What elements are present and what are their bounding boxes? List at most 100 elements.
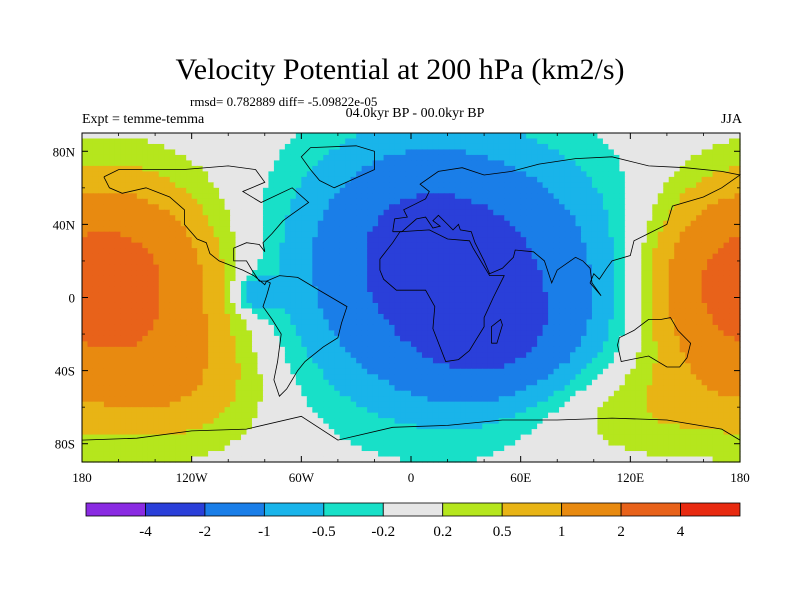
field-cell	[378, 259, 385, 266]
field-cell	[509, 319, 516, 326]
field-cell	[657, 335, 664, 342]
field-cell	[262, 324, 270, 331]
field-cell	[624, 352, 631, 359]
field-cell	[131, 193, 138, 200]
field-cell	[339, 193, 346, 200]
field-cell	[389, 281, 396, 288]
field-cell	[356, 330, 363, 337]
field-cell	[219, 302, 226, 310]
field-cell	[389, 187, 396, 194]
field-cell	[712, 324, 719, 331]
field-cell	[92, 346, 100, 353]
field-cell	[153, 330, 160, 337]
field-cell	[723, 275, 730, 282]
field-cell	[197, 335, 204, 342]
field-cell	[82, 286, 89, 293]
field-cell	[125, 319, 132, 326]
field-cell	[559, 270, 566, 277]
field-cell	[416, 138, 423, 145]
field-cell	[504, 182, 511, 189]
field-cell	[147, 165, 154, 172]
field-cell	[383, 346, 390, 353]
field-cell	[668, 154, 675, 162]
field-cell	[306, 143, 313, 151]
field-cell	[367, 264, 374, 271]
field-cell	[504, 302, 511, 310]
field-cell	[729, 330, 736, 337]
field-cell	[416, 341, 423, 348]
field-cell	[356, 138, 363, 145]
field-cell	[630, 270, 637, 277]
field-cell	[103, 270, 111, 277]
field-cell	[284, 330, 291, 337]
field-cell	[147, 209, 154, 216]
field-cell	[208, 341, 215, 348]
field-cell	[471, 259, 478, 266]
field-cell	[312, 187, 319, 194]
field-cell	[454, 204, 461, 211]
field-cell	[153, 187, 160, 194]
field-cell	[186, 308, 193, 315]
field-cell	[257, 297, 264, 304]
field-cell	[339, 171, 346, 178]
field-cell	[290, 308, 297, 315]
field-cell	[136, 292, 143, 299]
field-cell	[646, 215, 653, 222]
field-cell	[438, 308, 445, 315]
field-cell	[334, 143, 341, 151]
field-cell	[548, 330, 555, 337]
field-cell	[175, 149, 182, 156]
field-cell	[197, 357, 204, 364]
field-cell	[197, 176, 204, 183]
field-cell	[383, 143, 390, 151]
field-cell	[553, 176, 560, 183]
field-cell	[213, 171, 220, 178]
field-cell	[580, 248, 588, 255]
field-cell	[575, 171, 582, 178]
field-cell	[421, 198, 429, 205]
field-cell	[246, 292, 253, 299]
field-cell	[630, 143, 637, 151]
field-cell	[421, 176, 429, 183]
field-cell	[591, 226, 599, 233]
field-cell	[504, 187, 511, 194]
field-cell	[460, 165, 467, 172]
field-cell	[284, 226, 291, 233]
field-cell	[197, 253, 204, 260]
field-cell	[109, 160, 116, 167]
field-cell	[542, 198, 549, 205]
field-cell	[372, 248, 379, 255]
field-cell	[564, 165, 571, 172]
field-cell	[454, 286, 461, 293]
field-cell	[147, 270, 154, 277]
field-cell	[273, 138, 280, 145]
field-cell	[224, 187, 231, 194]
field-cell	[465, 226, 472, 233]
field-cell	[262, 242, 270, 249]
field-cell	[707, 138, 714, 145]
field-cell	[723, 138, 730, 145]
field-cell	[98, 187, 105, 194]
field-cell	[509, 341, 516, 348]
field-cell	[531, 253, 538, 260]
field-cell	[553, 215, 560, 222]
field-cell	[109, 226, 116, 233]
field-cell	[246, 237, 253, 244]
field-cell	[674, 165, 681, 172]
field-cell	[509, 324, 516, 331]
field-cell	[570, 270, 577, 277]
field-cell	[674, 324, 681, 331]
field-cell	[389, 292, 396, 299]
field-cell	[476, 231, 483, 238]
field-cell	[591, 275, 599, 282]
field-cell	[482, 133, 489, 140]
field-cell	[92, 226, 100, 233]
field-cell	[279, 149, 286, 156]
field-cell	[87, 198, 94, 205]
field-cell	[235, 138, 242, 145]
field-cell	[317, 335, 324, 342]
field-cell	[515, 154, 522, 162]
field-cell	[268, 352, 275, 359]
field-cell	[509, 182, 516, 189]
field-cell	[103, 264, 111, 271]
